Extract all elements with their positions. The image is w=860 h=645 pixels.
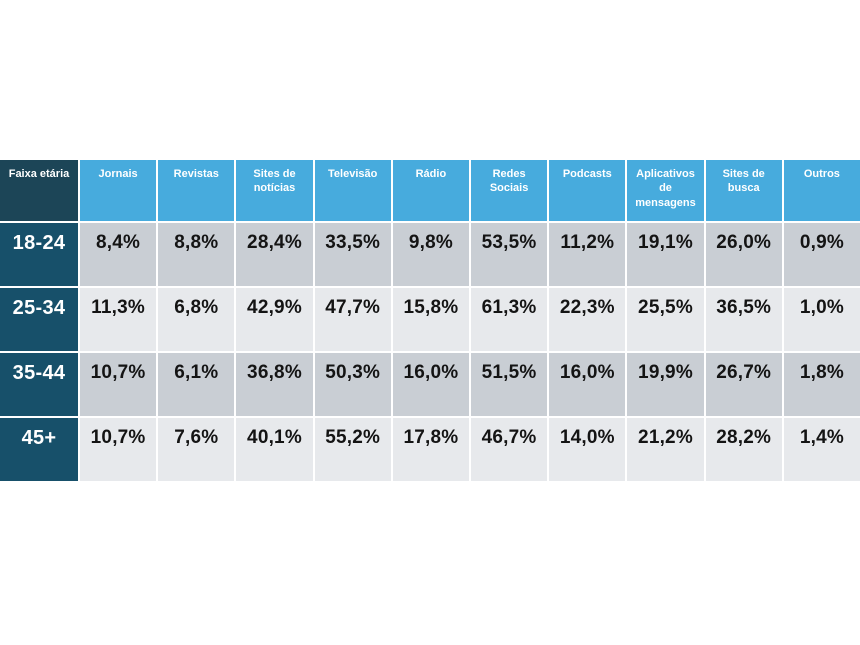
cell-18-24-televisao: 33,5% <box>314 223 391 286</box>
cell-35-44-aplicativos-de-mensagens: 19,9% <box>627 353 704 416</box>
cell-25-34-sites-de-noticias: 42,9% <box>236 288 313 351</box>
media-usage-by-age-table: Faixa etária Jornais Revistas Sites de notí… <box>0 160 860 481</box>
column-header-faixa-etaria: Faixa etária <box>0 160 78 221</box>
row-label-25-34: 25-34 <box>0 288 78 351</box>
column-header-sites-de-busca: Sites de busca <box>705 160 782 221</box>
column-header-sites-de-noticias: Sites de notícias <box>236 160 313 221</box>
cell-45-revistas: 7,6% <box>158 418 235 481</box>
cell-45-sites-de-busca: 28,2% <box>705 418 782 481</box>
column-header-aplicativos-de-mensagens: Aplicativos de mensagens <box>627 160 704 221</box>
column-header-radio: Rádio <box>392 160 469 221</box>
cell-25-34-sites-de-busca: 36,5% <box>705 288 782 351</box>
column-header-podcasts: Podcasts <box>549 160 626 221</box>
cell-25-34-televisao: 47,7% <box>314 288 391 351</box>
column-header-jornais: Jornais <box>80 160 157 221</box>
cell-18-24-jornais: 8,4% <box>80 223 157 286</box>
row-label-45: 45+ <box>0 418 78 481</box>
cell-45-redes-sociais: 46,7% <box>470 418 548 481</box>
cell-25-34-revistas: 6,8% <box>158 288 235 351</box>
cell-45-podcasts: 14,0% <box>549 418 626 481</box>
cell-18-24-sites-de-busca: 26,0% <box>705 223 782 286</box>
column-header-redes-sociais: Redes Sociais <box>470 160 548 221</box>
cell-18-24-podcasts: 11,2% <box>549 223 626 286</box>
cell-35-44-redes-sociais: 51,5% <box>470 353 548 416</box>
column-header-televisao: Televisão <box>314 160 391 221</box>
cell-25-34-podcasts: 22,3% <box>549 288 626 351</box>
cell-35-44-podcasts: 16,0% <box>549 353 626 416</box>
cell-45-aplicativos-de-mensagens: 21,2% <box>627 418 704 481</box>
cell-25-34-aplicativos-de-mensagens: 25,5% <box>627 288 704 351</box>
cell-25-34-radio: 15,8% <box>392 288 469 351</box>
cell-45-radio: 17,8% <box>392 418 469 481</box>
cell-18-24-outros: 0,9% <box>783 223 860 286</box>
cell-18-24-aplicativos-de-mensagens: 19,1% <box>627 223 704 286</box>
cell-25-34-redes-sociais: 61,3% <box>470 288 548 351</box>
cell-45-sites-de-noticias: 40,1% <box>236 418 313 481</box>
cell-25-34-jornais: 11,3% <box>80 288 157 351</box>
cell-35-44-sites-de-busca: 26,7% <box>705 353 782 416</box>
row-label-18-24: 18-24 <box>0 223 78 286</box>
cell-18-24-redes-sociais: 53,5% <box>470 223 548 286</box>
cell-35-44-revistas: 6,1% <box>158 353 235 416</box>
cell-35-44-televisao: 50,3% <box>314 353 391 416</box>
cell-45-jornais: 10,7% <box>80 418 157 481</box>
cell-35-44-outros: 1,8% <box>783 353 860 416</box>
column-header-outros: Outros <box>783 160 860 221</box>
cell-45-televisao: 55,2% <box>314 418 391 481</box>
cell-18-24-sites-de-noticias: 28,4% <box>236 223 313 286</box>
cell-45-outros: 1,4% <box>783 418 860 481</box>
cell-25-34-outros: 1,0% <box>783 288 860 351</box>
cell-18-24-revistas: 8,8% <box>158 223 235 286</box>
column-header-revistas: Revistas <box>158 160 235 221</box>
cell-35-44-radio: 16,0% <box>392 353 469 416</box>
row-label-35-44: 35-44 <box>0 353 78 416</box>
cell-35-44-jornais: 10,7% <box>80 353 157 416</box>
cell-35-44-sites-de-noticias: 36,8% <box>236 353 313 416</box>
cell-18-24-radio: 9,8% <box>392 223 469 286</box>
